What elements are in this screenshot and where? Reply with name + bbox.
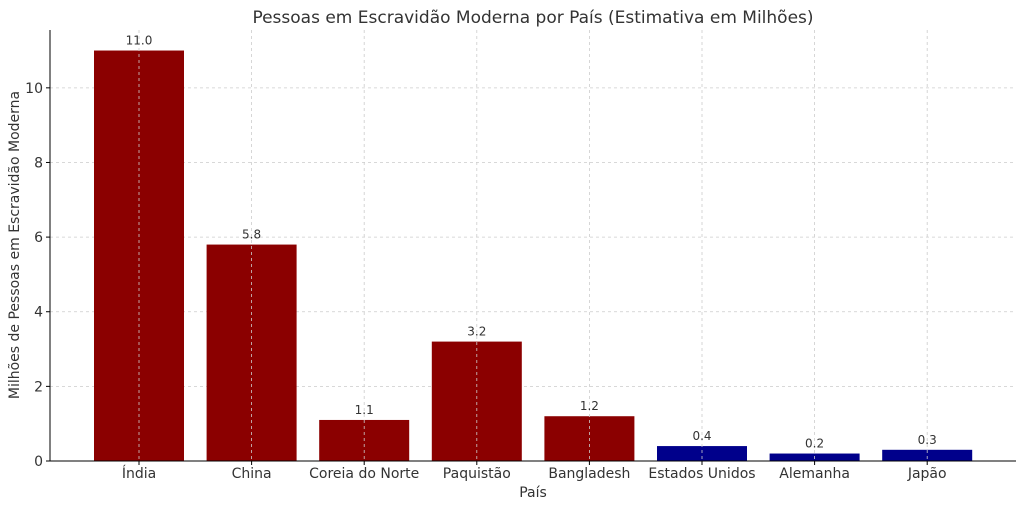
bar [206, 244, 297, 461]
bar-value-label: 11.0 [126, 34, 153, 48]
x-tick-label: Alemanha [779, 466, 850, 482]
bar-value-label: 3.2 [467, 325, 486, 339]
bar [94, 50, 184, 462]
bar-value-label: 1.1 [355, 403, 374, 417]
x-tick-label: China [232, 466, 272, 482]
y-tick-label: 2 [34, 379, 43, 395]
grid [50, 87, 1016, 462]
y-axis-label: Milhões de Pessoas em Escravidão Moderna [7, 91, 23, 399]
bar-value-label: 1.2 [580, 399, 599, 413]
chart-title: Pessoas em Escravidão Moderna por País (… [252, 8, 813, 28]
x-tick-label: Índia [122, 465, 156, 482]
x-tick-label: Bangladesh [548, 466, 630, 482]
y-tick-label: 0 [34, 454, 43, 470]
x-tick-label: Coreia do Norte [309, 466, 419, 482]
bar [657, 446, 747, 461]
bar-value-labels: 11.0 5.8 1.1 3.2 1.2 0.4 0.2 0.3 [126, 34, 937, 451]
x-tick-label: Japão [907, 466, 947, 482]
bar-value-label: 0.2 [805, 437, 824, 451]
x-axis-label: País [519, 485, 547, 501]
axes: 0 2 4 6 8 10 Índia China Coreia do Norte Paquistã… [25, 30, 1016, 482]
y-tick-label: 4 [34, 305, 43, 321]
bar-value-label: 0.4 [692, 429, 711, 443]
bars [94, 50, 973, 462]
x-tick-label: Estados Unidos [648, 466, 755, 482]
y-tick-label: 6 [34, 230, 43, 246]
bar-value-label: 0.3 [918, 433, 937, 447]
y-tick-label: 8 [34, 155, 43, 171]
y-tick-label: 10 [25, 81, 43, 97]
x-tick-label: Paquistão [443, 466, 511, 482]
bar-value-label: 5.8 [242, 228, 261, 242]
bar [882, 449, 973, 461]
bar [431, 341, 522, 461]
